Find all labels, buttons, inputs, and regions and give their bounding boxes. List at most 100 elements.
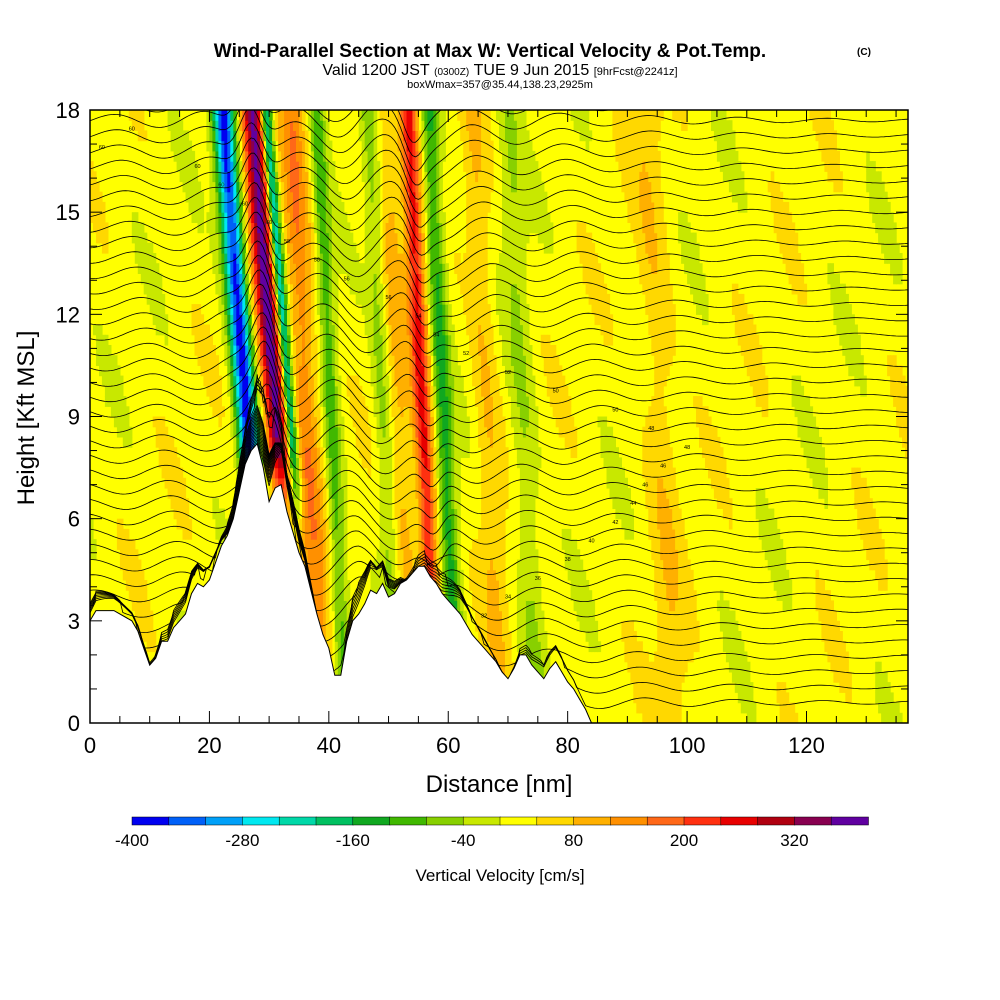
- velocity-cell: [403, 477, 408, 489]
- velocity-cell: [334, 385, 339, 397]
- velocity-cell: [516, 610, 521, 622]
- velocity-cell: [284, 334, 288, 346]
- velocity-cell: [131, 212, 136, 223]
- velocity-cell: [167, 477, 172, 489]
- velocity-cell: [493, 641, 497, 653]
- velocity-cell: [457, 508, 461, 520]
- velocity-cell: [278, 406, 282, 418]
- velocity-cell: [322, 212, 327, 223]
- velocity-cell: [385, 212, 390, 223]
- velocity-cell: [263, 334, 267, 346]
- velocity-cell: [316, 498, 321, 509]
- velocity-cell: [272, 396, 276, 407]
- velocity-cell: [508, 661, 512, 673]
- velocity-cell: [122, 559, 127, 571]
- velocity-cell: [424, 314, 428, 326]
- velocity-cell: [194, 171, 199, 183]
- velocity-cell: [472, 263, 476, 274]
- velocity-cell: [391, 232, 396, 244]
- velocity-cell: [322, 559, 327, 571]
- velocity-cell: [478, 334, 482, 346]
- velocity-cell: [293, 273, 297, 285]
- velocity-cell: [499, 263, 503, 274]
- velocity-cell: [296, 447, 300, 458]
- velocity-cell: [221, 191, 225, 203]
- velocity-cell: [373, 161, 378, 172]
- velocity-cell: [310, 324, 315, 336]
- velocity-cell: [400, 467, 405, 479]
- velocity-cell: [502, 477, 506, 489]
- velocity-cell: [502, 580, 506, 591]
- velocity-cell: [418, 304, 422, 315]
- velocity-cell: [505, 171, 509, 183]
- velocity-cell: [170, 467, 175, 479]
- velocity-cell: [442, 273, 446, 285]
- velocity-cell: [224, 283, 228, 295]
- velocity-cell: [299, 161, 303, 172]
- velocity-cell: [427, 447, 431, 458]
- velocity-cell: [409, 212, 413, 223]
- velocity-cell: [319, 580, 324, 591]
- velocity-cell: [212, 355, 216, 366]
- velocity-cell: [376, 569, 381, 581]
- velocity-cell: [304, 201, 309, 213]
- velocity-cell: [90, 161, 94, 172]
- velocity-cell: [382, 120, 387, 131]
- velocity-cell: [513, 375, 518, 387]
- velocity-cell: [278, 263, 282, 274]
- velocity-cell: [415, 110, 419, 121]
- velocity-cell: [403, 539, 408, 550]
- velocity-cell: [457, 600, 461, 612]
- velocity-cell: [331, 161, 336, 172]
- velocity-cell: [287, 457, 291, 469]
- velocity-cell: [442, 324, 446, 336]
- velocity-cell: [367, 436, 372, 448]
- velocity-cell: [254, 110, 258, 121]
- velocity-cell: [376, 171, 381, 183]
- velocity-cell: [373, 130, 378, 142]
- velocity-cell: [325, 140, 330, 152]
- velocity-cell: [382, 416, 387, 428]
- velocity-cell: [493, 508, 497, 520]
- velocity-cell: [418, 140, 422, 152]
- velocity-cell: [328, 396, 333, 407]
- velocity-cell: [439, 324, 443, 336]
- velocity-cell: [510, 242, 515, 254]
- velocity-cell: [403, 406, 408, 418]
- velocity-cell: [310, 559, 315, 571]
- velocity-cell: [328, 253, 333, 264]
- velocity-cell: [364, 436, 369, 448]
- velocity-cell: [433, 549, 437, 561]
- velocity-cell: [328, 191, 333, 203]
- velocity-cell: [448, 365, 452, 377]
- velocity-cell: [284, 181, 288, 193]
- velocity-cell: [448, 559, 452, 571]
- velocity-cell: [227, 334, 231, 346]
- velocity-cell: [239, 273, 243, 285]
- velocity-cell: [227, 191, 231, 203]
- velocity-cell: [236, 396, 240, 407]
- velocity-cell: [409, 498, 413, 509]
- velocity-cell: [107, 345, 112, 356]
- velocity-cell: [457, 528, 461, 540]
- velocity-cell: [158, 304, 163, 315]
- velocity-cell: [343, 253, 348, 264]
- velocity-cell: [373, 304, 378, 315]
- velocity-cell: [191, 201, 196, 213]
- velocity-cell: [319, 334, 324, 346]
- velocity-cell: [409, 508, 413, 520]
- velocity-cell: [361, 436, 366, 448]
- velocity-cell: [508, 355, 512, 366]
- velocity-cell: [397, 365, 402, 377]
- velocity-cell: [412, 498, 416, 509]
- velocity-cell: [170, 447, 175, 458]
- velocity-cell: [466, 171, 470, 183]
- velocity-cell: [304, 273, 309, 285]
- velocity-cell: [281, 242, 285, 254]
- velocity-cell: [322, 293, 327, 305]
- velocity-cell: [394, 242, 399, 254]
- velocity-cell: [227, 242, 231, 254]
- velocity-cell: [337, 610, 342, 622]
- velocity-cell: [224, 293, 228, 305]
- velocity-cell: [400, 232, 405, 244]
